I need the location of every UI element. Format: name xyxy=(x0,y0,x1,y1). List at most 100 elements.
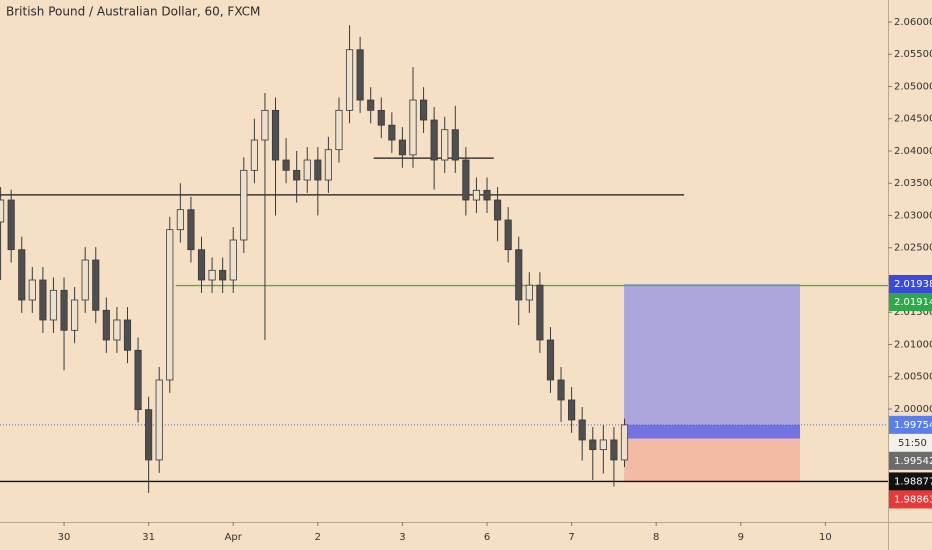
candle-body xyxy=(134,349,142,411)
candle-body xyxy=(441,129,449,161)
x-tick-label: 8 xyxy=(653,532,659,543)
y-tick-label: 2.00000 xyxy=(894,404,932,415)
candle-body xyxy=(303,159,311,181)
candle-body xyxy=(7,199,15,251)
x-tick-label: 2 xyxy=(315,532,321,543)
candle-body xyxy=(92,259,100,311)
y-tick-label: 2.03500 xyxy=(894,178,932,189)
candle-body xyxy=(155,379,163,461)
candle-body xyxy=(483,189,491,201)
price-tag-label: 1.98877 xyxy=(894,476,932,487)
x-tick-label: 6 xyxy=(484,532,490,543)
price-tag xyxy=(889,490,932,509)
x-tick-label: 7 xyxy=(568,532,574,543)
candle-body xyxy=(494,199,502,221)
y-tick-label: 2.01000 xyxy=(894,339,932,350)
profit-zone xyxy=(624,283,801,439)
candle-body xyxy=(293,169,301,181)
candle-body xyxy=(525,284,533,301)
price-tag-label: 1.99542 xyxy=(894,456,932,467)
candle-body xyxy=(39,279,47,321)
candle-body xyxy=(377,109,385,126)
candle-body xyxy=(197,249,206,281)
open-pnl-zone xyxy=(624,424,801,439)
y-tick-label: 2.03000 xyxy=(894,210,932,221)
candle-body xyxy=(250,139,258,171)
x-tick-label: 31 xyxy=(142,532,155,543)
candle-body xyxy=(599,439,607,451)
candle-body xyxy=(515,249,523,301)
candle-body xyxy=(282,159,290,171)
candle-body xyxy=(314,159,322,181)
candle-body xyxy=(113,319,121,341)
candle-body xyxy=(620,424,629,461)
y-tick-label: 2.06000 xyxy=(894,17,932,28)
y-tick-label: 2.04000 xyxy=(894,146,932,157)
candle-body xyxy=(451,129,459,161)
candle-body xyxy=(28,279,36,301)
loss-zone xyxy=(624,438,801,483)
candle-body xyxy=(419,99,428,121)
price-tag-label: 2.01938 xyxy=(894,279,932,290)
candle-body xyxy=(229,239,237,281)
candle-body xyxy=(219,269,227,281)
candle-body xyxy=(123,319,132,351)
candle-body xyxy=(0,199,5,223)
y-tick-label: 2.00500 xyxy=(894,372,932,383)
candle-body xyxy=(409,99,417,156)
candle-body xyxy=(335,109,343,151)
candle-body xyxy=(166,229,174,381)
price-tag xyxy=(889,472,932,491)
x-tick-label: 10 xyxy=(819,532,832,543)
y-tick-label: 2.05000 xyxy=(894,81,932,92)
candle-body xyxy=(367,99,375,111)
candle-body xyxy=(578,419,586,441)
x-tick-label: Apr xyxy=(225,532,243,543)
candle-body xyxy=(324,149,332,181)
candle-body xyxy=(271,109,280,161)
candle-body xyxy=(18,249,26,301)
x-tick-label: 3 xyxy=(399,532,405,543)
candle-body xyxy=(145,409,153,461)
candle-body xyxy=(388,124,396,141)
x-tick-label: 9 xyxy=(738,532,744,543)
price-tag-label: 1.99754 xyxy=(894,420,932,431)
candle-body xyxy=(176,209,184,231)
candle-body xyxy=(208,269,216,281)
plot xyxy=(0,25,888,493)
candle-body xyxy=(462,159,470,201)
y-tick-label: 2.05500 xyxy=(894,49,932,60)
candle-body xyxy=(398,139,406,156)
chart-title: British Pound / Australian Dollar, 60, F… xyxy=(6,5,260,19)
candle-body xyxy=(504,219,512,251)
candle-body xyxy=(345,49,354,111)
y-tick-label: 2.02500 xyxy=(894,243,932,254)
candle-body xyxy=(60,289,68,331)
candle-body xyxy=(71,299,79,331)
candle-body xyxy=(589,439,597,451)
candle-body xyxy=(546,339,555,381)
candle-body xyxy=(261,109,269,141)
y-tick-label: 2.01500 xyxy=(894,307,932,318)
candle-body xyxy=(102,309,110,341)
candle-body xyxy=(49,289,58,321)
candle-body xyxy=(430,119,438,161)
candle-body xyxy=(187,209,195,251)
price-tag xyxy=(889,274,932,293)
candle-body xyxy=(240,169,248,241)
candle-body xyxy=(568,399,576,421)
countdown-label: 51:50 xyxy=(898,438,927,449)
candle-body xyxy=(557,379,565,401)
candle-body xyxy=(472,189,481,201)
price-tag-label: 1.98863 xyxy=(894,494,932,505)
price-tag xyxy=(889,292,932,311)
candle-body xyxy=(610,439,618,461)
x-tick-label: 30 xyxy=(58,532,71,543)
countdown-bg xyxy=(889,433,932,452)
candle-body xyxy=(536,284,544,341)
candle-body xyxy=(356,49,364,101)
y-tick-label: 2.04500 xyxy=(894,114,932,125)
price-tag-label: 2.01914 xyxy=(894,297,932,308)
candle-body xyxy=(81,259,89,301)
